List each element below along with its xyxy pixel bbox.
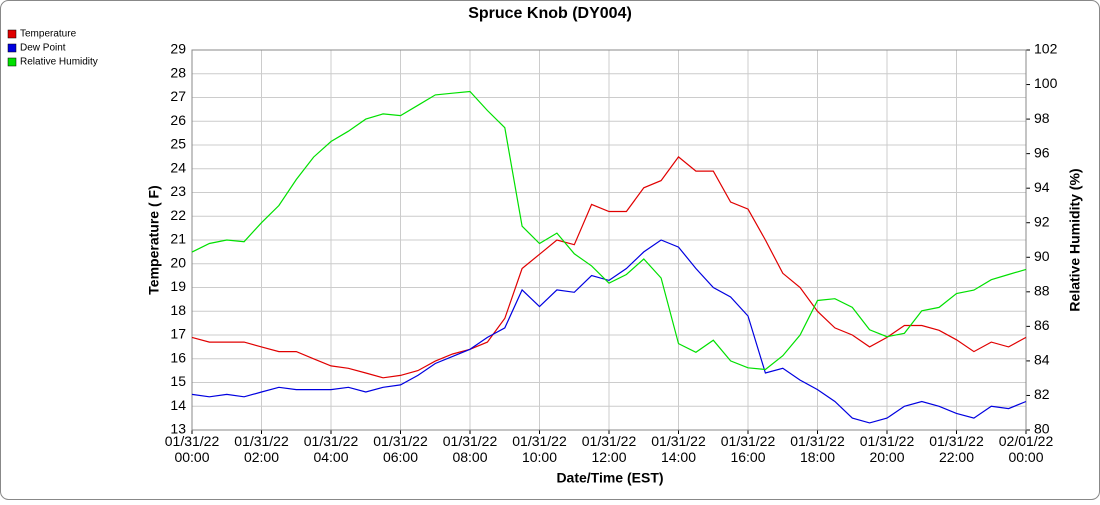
x-tick-label: 01/31/22 08:00 [443,433,498,465]
y2-tick-label: 100 [1034,75,1058,91]
y2-tick-label: 80 [1034,421,1050,437]
y-tick-label: 28 [170,64,186,80]
legend-label: Relative Humidity [20,57,98,68]
y2-tick-label: 90 [1034,248,1050,264]
x-axis-label: Date/Time (EST) [556,470,663,486]
legend-label: Temperature [20,29,77,40]
legend-swatch [7,57,17,67]
x-tick-label: 01/31/22 00:00 [165,433,220,465]
y2-tick-label: 92 [1034,213,1050,229]
legend-swatch [7,43,17,53]
y-tick-label: 15 [170,373,186,389]
y-tick-label: 29 [170,41,186,57]
y-tick-label: 23 [170,183,186,199]
x-tick-label: 01/31/22 16:00 [721,433,776,465]
y-tick-label: 25 [170,136,186,152]
y-tick-label: 14 [170,397,186,413]
y-tick-label: 24 [170,159,186,175]
y2-tick-label: 84 [1034,352,1050,368]
y2-tick-label: 102 [1034,41,1058,57]
x-tick-label: 01/31/22 06:00 [373,433,428,465]
series-line [191,90,1027,371]
x-tick-label: 01/31/22 12:00 [582,433,637,465]
x-tick-label: 01/31/22 04:00 [304,433,359,465]
series-line [191,156,1027,379]
x-tick-label: 01/31/22 18:00 [790,433,845,465]
y-tick-label: 27 [170,88,186,104]
x-tick-label: 01/31/22 20:00 [860,433,915,465]
plot-border [191,49,1027,431]
y-tick-label: 26 [170,112,186,128]
y-axis-label: Temperature ( F) [146,185,162,294]
series-line [191,239,1027,424]
x-tick-label: 01/31/22 14:00 [651,433,706,465]
y2-tick-label: 88 [1034,283,1050,299]
legend-label: Dew Point [20,43,66,54]
y-tick-label: 21 [170,231,186,247]
legend-swatch [7,29,17,39]
x-tick-label: 01/31/22 22:00 [929,433,984,465]
y2-tick-label: 98 [1034,110,1050,126]
y2-tick-label: 96 [1034,144,1050,160]
y-tick-label: 17 [170,326,186,342]
x-tick-label: 02/01/22 00:00 [999,433,1054,465]
x-tick-label: 01/31/22 10:00 [512,433,567,465]
y-tick-label: 18 [170,302,186,318]
y2-tick-label: 86 [1034,317,1050,333]
y-tick-label: 20 [170,254,186,270]
x-tick-label: 01/31/22 02:00 [234,433,289,465]
y-tick-label: 16 [170,349,186,365]
y-tick-label: 22 [170,207,186,223]
y2-tick-label: 82 [1034,386,1050,402]
y-tick-label: 13 [170,421,186,437]
chart-title: Spruce Knob (DY004) [468,5,632,22]
y2-tick-label: 94 [1034,179,1050,195]
y2-axis-label: Relative Humidity (%) [1067,168,1083,311]
y-tick-label: 19 [170,278,186,294]
